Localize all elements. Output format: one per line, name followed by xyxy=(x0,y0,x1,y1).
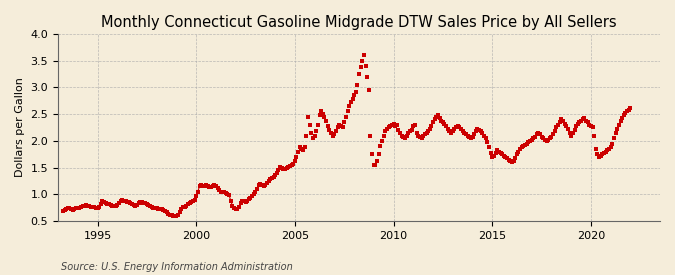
Text: Source: U.S. Energy Information Administration: Source: U.S. Energy Information Administ… xyxy=(61,262,292,272)
Title: Monthly Connecticut Gasoline Midgrade DTW Sales Price by All Sellers: Monthly Connecticut Gasoline Midgrade DT… xyxy=(101,15,617,30)
Y-axis label: Dollars per Gallon: Dollars per Gallon xyxy=(15,78,25,177)
